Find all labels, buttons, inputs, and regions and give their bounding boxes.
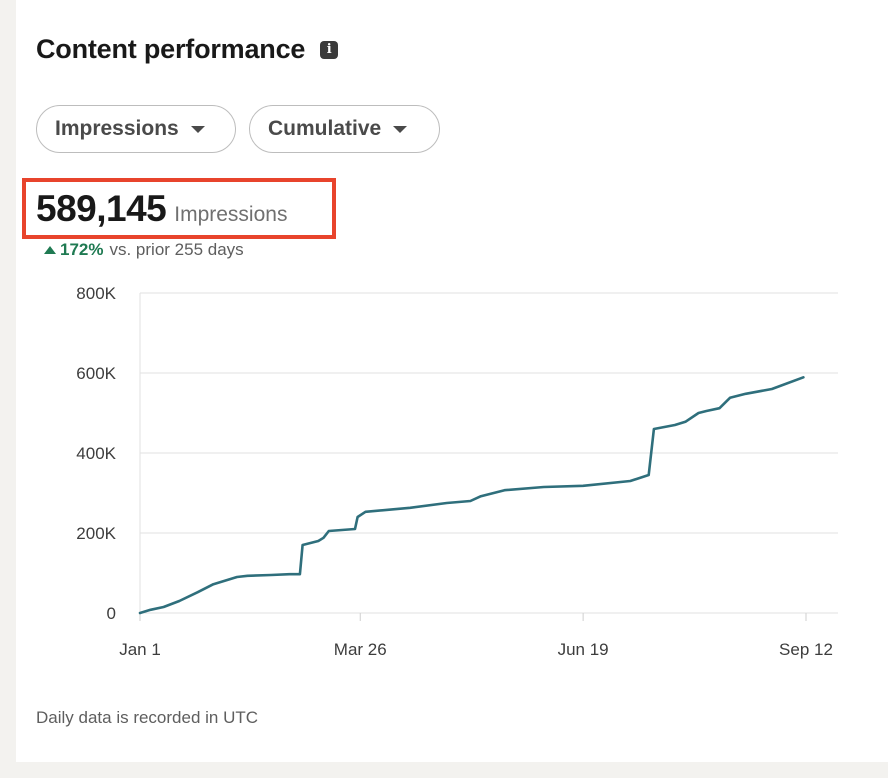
total-value: 589,145	[36, 188, 167, 229]
y-axis: 0 200K 400K 600K 800K	[76, 284, 116, 623]
mode-dropdown[interactable]: Cumulative	[249, 105, 440, 153]
chevron-down-icon	[393, 125, 408, 133]
change-comparison: vs. prior 255 days	[109, 240, 244, 259]
arrow-up-icon	[44, 246, 56, 254]
y-tick-label: 400K	[76, 444, 116, 463]
summary-total: 589,145 Impressions	[36, 188, 287, 230]
metric-dropdown-label: Impressions	[55, 117, 179, 140]
utc-footnote: Daily data is recorded in UTC	[36, 708, 259, 727]
x-tick-label: Sep 12	[779, 640, 833, 659]
metric-dropdown[interactable]: Impressions	[36, 105, 236, 153]
chevron-down-icon	[190, 125, 205, 133]
card-title: Content performance	[36, 34, 306, 64]
change-percent: 172%	[60, 240, 104, 259]
y-tick-label: 800K	[76, 284, 116, 303]
x-tick-label: Jun 19	[558, 640, 609, 659]
x-tick-label: Jan 1	[119, 640, 161, 659]
x-axis: Jan 1 Mar 26 Jun 19 Sep 12	[119, 613, 833, 659]
mode-dropdown-label: Cumulative	[268, 117, 382, 140]
y-tick-label: 200K	[76, 524, 116, 543]
series-line	[138, 375, 805, 615]
total-unit: Impressions	[174, 203, 288, 226]
chart-grid	[139, 292, 838, 614]
chart-series	[138, 375, 805, 615]
y-tick-label: 600K	[76, 364, 116, 383]
title-row: Content performance i	[36, 34, 339, 65]
y-tick-label: 0	[107, 604, 116, 623]
highlight-box	[22, 178, 336, 239]
change-indicator: 172% vs. prior 255 days	[44, 240, 244, 260]
impressions-chart: 0 200K 400K 600K 800K Jan 1 Mar 26 Jun 19 Sep 1…	[76, 284, 838, 659]
info-icon[interactable]: i	[320, 40, 339, 59]
x-tick-label: Mar 26	[334, 640, 387, 659]
